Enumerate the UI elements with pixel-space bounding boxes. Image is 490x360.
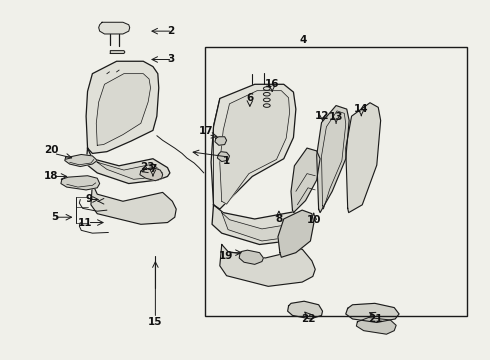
Polygon shape [96,74,150,145]
Polygon shape [86,148,170,184]
Polygon shape [61,176,99,190]
Polygon shape [346,103,381,213]
Text: 4: 4 [299,35,307,45]
Text: 20: 20 [44,145,58,155]
Polygon shape [215,137,226,145]
Polygon shape [291,148,320,213]
Text: 17: 17 [198,126,213,136]
Polygon shape [239,250,264,264]
Polygon shape [220,91,290,204]
Polygon shape [356,318,396,334]
Text: 2: 2 [168,26,175,36]
Polygon shape [288,301,322,319]
Polygon shape [65,154,97,167]
Polygon shape [110,51,125,54]
Text: 14: 14 [354,104,368,114]
Polygon shape [98,22,130,34]
Polygon shape [220,244,315,286]
Polygon shape [95,161,163,179]
Text: 13: 13 [329,112,343,122]
Polygon shape [211,84,296,209]
Bar [205,47,467,316]
Polygon shape [86,61,159,153]
Text: 6: 6 [246,94,253,103]
Polygon shape [222,213,301,241]
Text: 15: 15 [148,317,163,327]
Text: 9: 9 [85,194,93,204]
Text: 12: 12 [315,111,330,121]
Text: 11: 11 [78,217,93,228]
Text: 19: 19 [219,251,233,261]
Polygon shape [278,210,314,257]
Text: 7: 7 [149,165,157,174]
Polygon shape [212,205,308,244]
Text: 21: 21 [368,314,383,324]
Text: 10: 10 [307,215,321,225]
Polygon shape [346,303,399,323]
Text: 1: 1 [223,156,230,166]
Polygon shape [91,184,176,224]
Text: 3: 3 [168,54,175,64]
Text: 16: 16 [265,79,279,89]
Polygon shape [140,168,163,181]
Text: 18: 18 [44,171,58,181]
Text: 23: 23 [140,162,154,171]
Polygon shape [317,105,349,213]
Text: 8: 8 [275,214,283,224]
Text: 22: 22 [301,314,315,324]
Polygon shape [218,152,229,162]
Text: 5: 5 [51,212,58,222]
